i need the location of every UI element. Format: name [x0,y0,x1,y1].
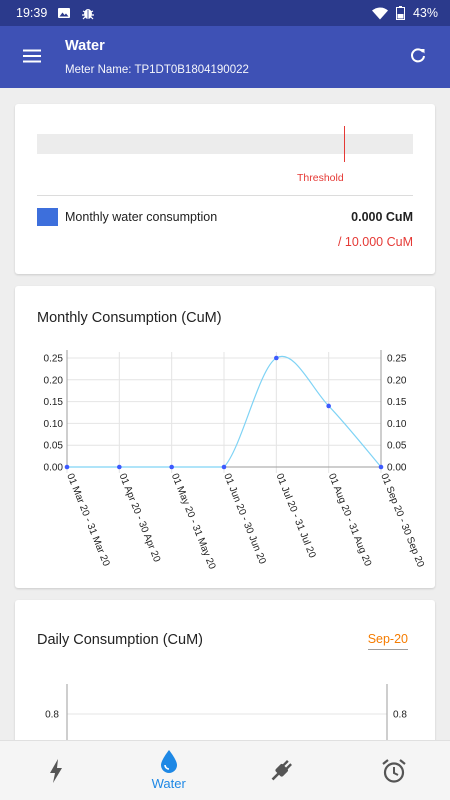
water-drop-icon [160,750,177,773]
page-title: Water [65,38,105,54]
daily-chart-title: Daily Consumption (CuM) [37,632,203,648]
bug-notification-icon [81,6,95,20]
refresh-icon [411,48,425,63]
monthly-chart-title: Monthly Consumption (CuM) [37,310,222,326]
x-tick-label: 01 Mar 20 - 31 Mar 20 [64,472,111,568]
x-tick-label: 01 Jun 20 - 30 Jun 20 [221,472,268,566]
x-tick-label: 01 May 20 - 31 May 20 [169,472,218,571]
x-tick-label: 01 Jul 20 - 31 Jul 20 [274,472,318,560]
y-tick-label-right: 0.15 [387,397,407,408]
y-tick-label-left: 0.20 [44,375,64,386]
daily-consumption-chart: 0.8 0.8 [45,684,407,740]
data-point [117,464,122,470]
y-tick-label-left: 0.25 [44,354,64,365]
meter-name: Meter Name: TP1DT0B1804190022 [65,64,249,76]
data-point [326,403,331,409]
alarm-clock-icon [382,758,406,783]
data-point [169,464,174,470]
data-point [378,464,384,470]
battery-icon [395,6,405,20]
month-selector[interactable]: Sep-20 [367,632,408,650]
monthly-consumption-card: Monthly Consumption (CuM) 0.00 0.00 0.05 0.… [15,286,435,588]
y-tick-label-left: 0.10 [44,419,64,430]
data-point [274,355,279,361]
y-tick-label-left: 0.05 [44,441,64,452]
y-tick-label-left: 0.15 [44,397,64,408]
status-time: 19:39 [16,6,48,20]
legend-label: Monthly water consumption [65,210,218,224]
divider [37,195,413,196]
y-tick-label-left: 0.8 [45,710,59,721]
bottom-navigation: Water [0,740,450,800]
nav-electricity[interactable] [0,741,113,800]
daily-consumption-card: Daily Consumption (CuM) Sep-20 0.8 0.8 [15,600,435,740]
consumption-gauge-card: Threshold Monthly water consumption 0.00… [15,104,435,274]
y-tick-label-right: 0.10 [387,419,407,430]
threshold-label: Threshold [297,172,344,184]
nav-water[interactable]: Water [113,741,226,800]
threshold-marker [344,126,345,162]
y-tick-label-right: 0.00 [387,463,407,474]
y-tick-label-right: 0.25 [387,354,407,365]
image-notification-icon [57,6,71,20]
wifi-icon [371,7,388,20]
app-bar: Water Meter Name: TP1DT0B1804190022 [0,26,450,88]
y-tick-label-left: 0.00 [44,463,64,474]
nav-alarm[interactable] [338,741,450,800]
menu-icon [23,49,41,63]
nav-plug[interactable] [225,741,338,800]
nav-water-label: Water [151,776,186,791]
data-point [221,464,227,470]
refresh-button[interactable] [406,44,430,68]
monthly-consumption-chart: 0.00 0.00 0.05 0.05 0.10 0.10 0.15 0.15 0.20 0.20… [44,350,426,571]
electricity-icon [50,758,63,783]
consumption-gauge-bar [37,134,413,154]
x-tick-label: 01 Aug 20 - 31 Aug 20 [326,472,373,568]
battery-level: 43% [412,6,438,20]
consumption-value: 0.000 CuM [351,210,413,224]
y-tick-label-right: 0.8 [393,710,407,721]
y-tick-label-right: 0.20 [387,375,407,386]
consumption-limit: / 10.000 CuM [337,235,413,249]
content-scroll[interactable]: Threshold Monthly water consumption 0.00… [0,88,450,740]
data-point [64,464,70,470]
legend-swatch [37,208,58,226]
status-bar: 19:39 43% [0,0,450,26]
x-tick-label: 01 Sep 20 - 30 Sep 20 [378,472,426,569]
x-tick-label: 01 Apr 20 - 30 Apr 20 [117,472,163,564]
menu-button[interactable] [20,44,44,68]
plug-icon [271,759,293,780]
y-tick-label-right: 0.05 [387,441,407,452]
